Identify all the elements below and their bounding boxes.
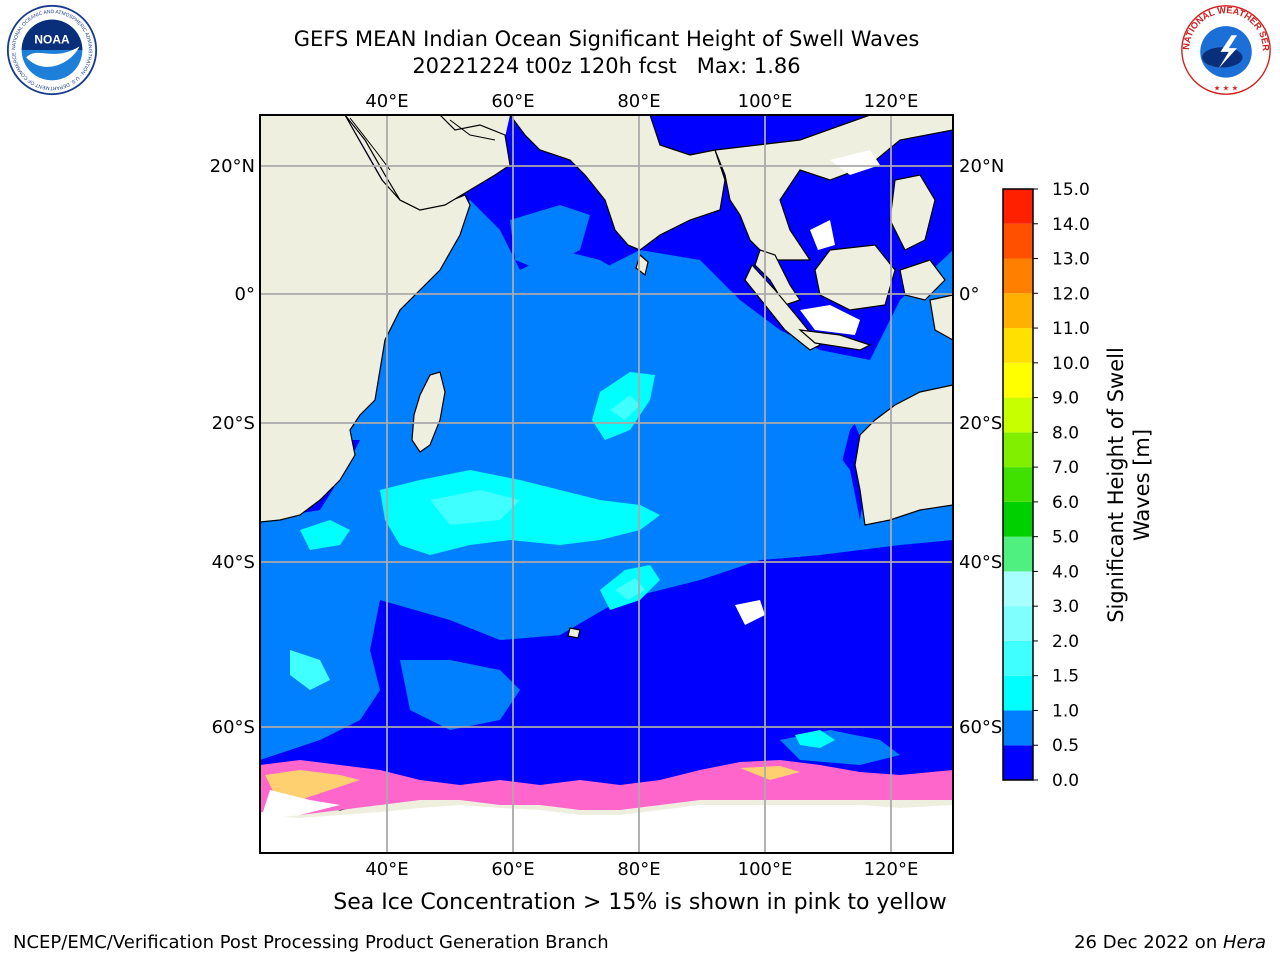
colorbar-tick-label: 13.0 bbox=[1052, 250, 1090, 270]
colorbar-tick-label: 11.0 bbox=[1052, 319, 1090, 339]
lat-tick-right-40s: 40°S bbox=[959, 552, 1002, 573]
colorbar-segment bbox=[1003, 432, 1033, 468]
colorbar-tick-label: 3.0 bbox=[1052, 597, 1079, 617]
map-subtitle: 20221224 t00z 120h fcst Max: 1.86 bbox=[412, 54, 801, 78]
colorbar-tick-label: 8.0 bbox=[1052, 423, 1079, 443]
colorbar-segment bbox=[1003, 397, 1033, 433]
colorbar-label-line2: Waves [m] bbox=[1130, 428, 1154, 542]
footer-date: 26 Dec 2022 on Hera bbox=[1074, 932, 1266, 953]
missing-data-patches bbox=[735, 150, 880, 625]
lat-tick-left-60s: 60°S bbox=[212, 717, 255, 738]
map-frame bbox=[259, 114, 954, 854]
colorbar-tick-label: 12.0 bbox=[1052, 284, 1090, 304]
colorbar-tick-label: 0.0 bbox=[1052, 771, 1079, 791]
colorbar-tick-label: 7.0 bbox=[1052, 458, 1079, 478]
colorbar-tick-label: 1.5 bbox=[1052, 667, 1079, 687]
sea-ice-note: Sea Ice Concentration > 15% is shown in … bbox=[333, 890, 947, 915]
colorbar-tick-label: 1.0 bbox=[1052, 701, 1079, 721]
noaa-logo-icon: NOAA NATIONAL OCEANIC AND ATMOSPHERIC AD… bbox=[6, 4, 98, 96]
lon-tick-top-120e: 120°E bbox=[864, 91, 919, 112]
colorbar-tick-label: 9.0 bbox=[1052, 389, 1079, 409]
map-content bbox=[260, 115, 953, 853]
colorbar-tick-label: 2.0 bbox=[1052, 632, 1079, 652]
svg-text:★ ★ ★: ★ ★ ★ bbox=[1214, 83, 1239, 92]
footer-branch: NCEP/EMC/Verification Post Processing Pr… bbox=[13, 932, 609, 953]
colorbar-segment bbox=[1003, 501, 1033, 537]
colorbar-segment bbox=[1003, 467, 1033, 502]
colorbar-tick-label: 14.0 bbox=[1052, 215, 1090, 235]
colorbar-segment bbox=[1003, 258, 1033, 294]
swell-band-1p5-2 bbox=[290, 395, 645, 690]
lat-tick-right-0: 0° bbox=[959, 284, 979, 305]
lat-tick-left-20n: 20°N bbox=[210, 156, 255, 177]
colorbar-segment bbox=[1003, 536, 1033, 572]
graticule bbox=[260, 115, 953, 853]
nws-logo-icon: NATIONAL WEATHER SERVICE ★ ★ ★ bbox=[1180, 4, 1271, 95]
lat-tick-right-20s: 20°S bbox=[959, 413, 1002, 434]
lat-tick-left-20s: 20°S bbox=[212, 413, 255, 434]
lon-tick-bottom-80e: 80°E bbox=[617, 859, 660, 880]
lon-tick-bottom-120e: 120°E bbox=[864, 859, 919, 880]
lat-tick-right-60s: 60°S bbox=[959, 717, 1002, 738]
lat-tick-right-20n: 20°N bbox=[959, 156, 1004, 177]
sea-ice bbox=[260, 760, 953, 853]
lon-tick-bottom-100e: 100°E bbox=[738, 859, 793, 880]
lon-tick-top-40e: 40°E bbox=[365, 91, 408, 112]
colorbar-segment bbox=[1003, 328, 1033, 363]
lon-tick-top-60e: 60°E bbox=[491, 91, 534, 112]
colorbar-tick-label: 15.0 bbox=[1052, 180, 1090, 200]
colorbar-segment bbox=[1003, 640, 1033, 676]
colorbar-segment bbox=[1003, 293, 1033, 329]
lat-tick-left-0: 0° bbox=[235, 284, 255, 305]
colorbar-segment bbox=[1003, 606, 1033, 641]
footer-host: Hera bbox=[1222, 932, 1266, 953]
colorbar-tick-label: 6.0 bbox=[1052, 493, 1079, 513]
colorbar-label-line1: Significant Height of Swell bbox=[1104, 347, 1128, 623]
lon-tick-bottom-40e: 40°E bbox=[365, 859, 408, 880]
lon-tick-bottom-60e: 60°E bbox=[491, 859, 534, 880]
colorbar-segment bbox=[1003, 362, 1033, 398]
colorbar-segment bbox=[1003, 223, 1033, 259]
colorbar-segment bbox=[1003, 189, 1033, 224]
lon-tick-top-100e: 100°E bbox=[738, 91, 793, 112]
colorbar-tick-label: 10.0 bbox=[1052, 354, 1090, 374]
colorbar-segment bbox=[1003, 675, 1033, 711]
colorbar-segment bbox=[1003, 571, 1033, 607]
lon-tick-top-80e: 80°E bbox=[617, 91, 660, 112]
colorbar-tick-label: 5.0 bbox=[1052, 528, 1079, 548]
colorbar: 0.0 0.5 1.0 1.5 2.0 3.0 4.0 5.0 6.0 7.0 8.0 9.0 10.0… bbox=[1002, 180, 1090, 791]
colorbar-tick-label: 0.5 bbox=[1052, 736, 1079, 756]
map-title: GEFS MEAN Indian Ocean Significant Heigh… bbox=[293, 27, 920, 51]
colorbar-frame bbox=[1002, 188, 1034, 781]
noaa-logo-text: NOAA bbox=[34, 33, 70, 47]
lat-tick-left-40s: 40°S bbox=[212, 552, 255, 573]
colorbar-segment bbox=[1003, 745, 1033, 780]
coast-features bbox=[349, 117, 496, 171]
footer-date-text: 26 Dec 2022 on bbox=[1074, 932, 1223, 953]
colorbar-segment bbox=[1003, 710, 1033, 746]
colorbar-tick-label: 4.0 bbox=[1052, 562, 1079, 582]
